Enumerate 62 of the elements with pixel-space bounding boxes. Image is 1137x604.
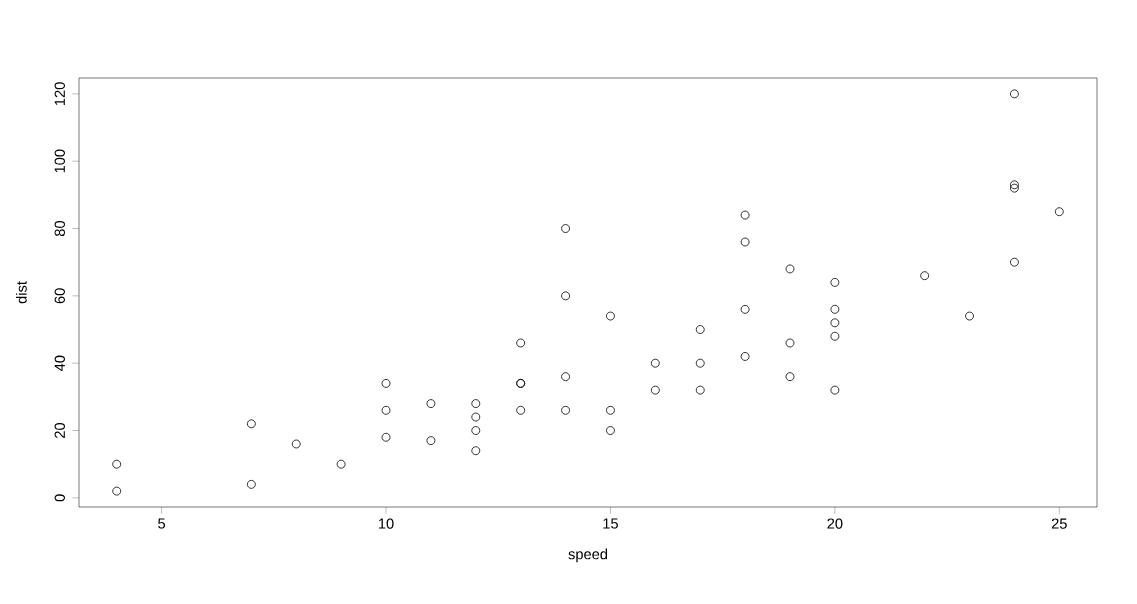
point [381, 432, 391, 442]
point [785, 264, 795, 274]
point [471, 426, 481, 435]
y-tick-label: 100 [54, 149, 65, 173]
point [426, 399, 436, 408]
point [830, 278, 840, 287]
point [740, 352, 750, 361]
point [606, 426, 615, 435]
point [1010, 89, 1019, 99]
y-tick-label: 60 [54, 288, 65, 304]
point [471, 412, 481, 422]
y-tick-label: 40 [54, 355, 65, 372]
point [471, 399, 481, 408]
point [1010, 183, 1019, 193]
point [785, 338, 795, 348]
x-tick-label: 15 [603, 518, 618, 529]
point [246, 419, 256, 429]
point [920, 271, 930, 281]
point [471, 446, 481, 456]
y-tick-label: 120 [54, 82, 65, 106]
point [830, 385, 840, 395]
point [650, 385, 660, 395]
point [561, 405, 570, 415]
x-tick-label: 25 [1051, 518, 1067, 529]
point [561, 224, 570, 233]
point [381, 378, 391, 388]
point [112, 459, 122, 469]
point [606, 311, 615, 321]
y-tick-label: 0 [54, 494, 65, 502]
point [740, 237, 750, 247]
point [1054, 207, 1064, 217]
point [381, 405, 391, 415]
point [246, 479, 256, 489]
point [426, 436, 436, 446]
point [1010, 257, 1019, 267]
point [695, 358, 705, 368]
point [695, 385, 705, 395]
point [291, 439, 301, 449]
point [516, 338, 526, 348]
point [785, 372, 795, 382]
point [336, 459, 346, 469]
point [740, 304, 750, 314]
y-axis-title: dist [15, 281, 27, 304]
point [695, 325, 705, 334]
x-tick-label: 20 [827, 518, 843, 529]
y-tick-label: 20 [54, 422, 65, 438]
point [830, 318, 840, 328]
point [650, 358, 660, 368]
x-tick-label: 5 [158, 518, 166, 529]
point [561, 291, 570, 301]
point [965, 311, 974, 321]
point [606, 405, 615, 415]
point [1010, 180, 1019, 190]
point [830, 331, 840, 341]
x-tick-label: 10 [378, 518, 394, 529]
point [830, 304, 840, 314]
point [516, 405, 526, 415]
x-axis-title: speed [568, 548, 608, 563]
point [561, 372, 570, 382]
point [112, 486, 122, 496]
y-tick-label: 80 [54, 220, 65, 237]
point [740, 210, 750, 220]
